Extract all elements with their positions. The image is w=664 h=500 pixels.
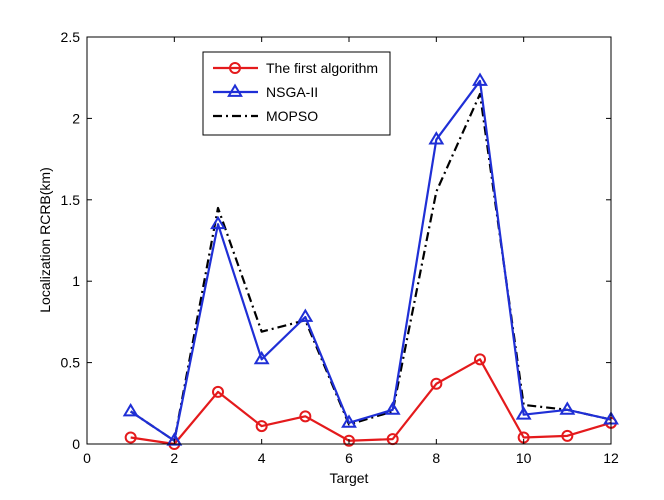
series-2-point-7 [384,401,401,415]
series-2-point-3 [210,215,226,230]
series-2-point-8 [428,131,445,145]
series-layer [122,72,619,450]
x-tick-label-7: 12 [603,450,619,466]
series-2-point-4 [253,350,270,365]
series-2-point-5 [297,308,314,322]
series-1-point-9 [474,353,486,366]
legend-marker-2 [227,83,243,97]
legend-label-1: The first algorithm [266,60,378,76]
series-2-point-6 [341,414,357,428]
series-1-point-4 [255,420,268,433]
x-tick-label-3: 4 [258,450,266,466]
y-tick-label-2: 0.5 [61,355,81,371]
y-tick-label-6: 2.5 [61,29,81,45]
y-tick-label-3: 1 [72,273,80,289]
legend-label-2: NSGA-II [266,84,318,100]
y-tick-label-1: 0 [72,436,80,452]
legend-entry-2: NSGA-II [213,83,318,100]
y-tick-label-4: 1.5 [61,192,81,208]
series-2-point-9 [472,72,488,86]
legend-marker-1 [229,62,241,74]
legend-entry-1: The first algorithm [213,60,378,76]
x-tick-label-1: 0 [83,450,91,466]
series-1-point-11 [561,429,574,442]
series-2-point-10 [515,406,532,420]
x-tick-label-5: 8 [432,450,440,466]
series-2-point-11 [559,401,576,415]
series-1-point-6 [343,434,355,447]
axes-layer: 0 2 4 6 8 10 12 0 0.5 1 1.5 2 2.5 [61,29,619,466]
series-2-point-2 [166,432,183,446]
series-1-point-1 [124,431,137,444]
series-1-point-3 [212,385,224,398]
legend: The first algorithm NSGA-II MOPSO [202,51,391,136]
series-1-point-8 [430,377,443,390]
x-tick-label-2: 2 [170,450,178,466]
series-3 [130,92,612,442]
y-tick-label-5: 2 [72,110,80,126]
x-tick-label-6: 10 [516,450,532,466]
series-2-point-1 [122,402,139,417]
series-2 [122,72,619,446]
series-3-line [130,92,612,442]
series-1-point-5 [299,410,312,423]
legend-entry-3: MOPSO [213,108,318,124]
series-1-line [130,358,612,446]
x-axis-label: Target [330,470,369,486]
y-axis-label: Localization RCRB(km) [37,167,53,312]
series-2-line [130,79,612,442]
legend-box [202,51,391,136]
x-tick-label-4: 6 [345,450,353,466]
legend-label-3: MOPSO [266,108,318,124]
